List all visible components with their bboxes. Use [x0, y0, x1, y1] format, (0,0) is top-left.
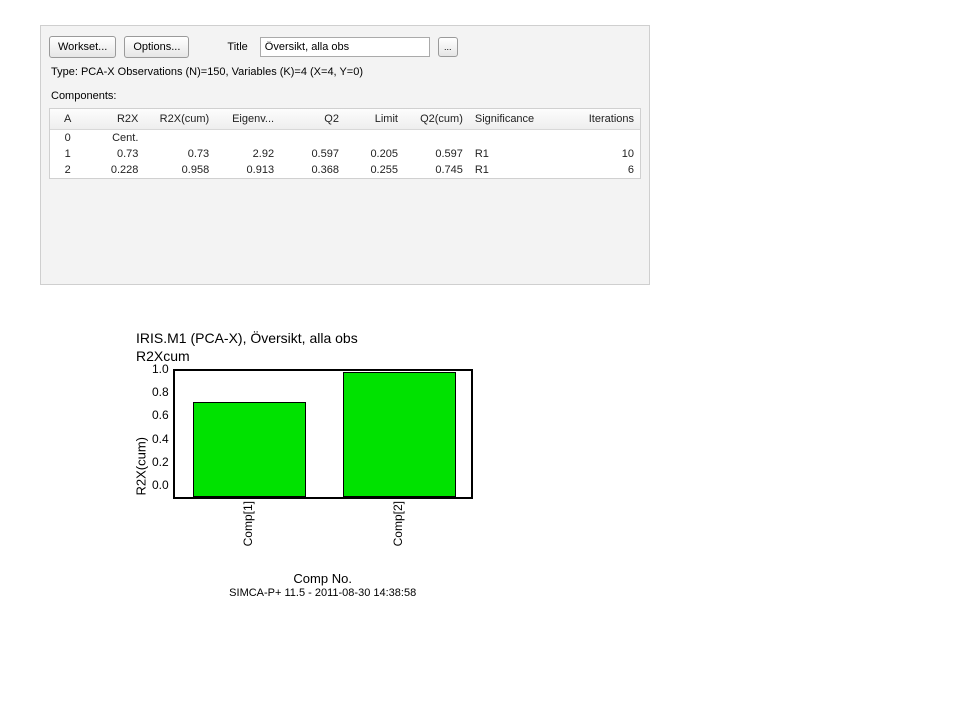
table-cell: 0.913	[215, 162, 280, 178]
xtick-label: Comp[2]	[391, 501, 405, 546]
table-header[interactable]: A	[50, 109, 85, 130]
title-input[interactable]	[260, 37, 430, 57]
ytick-label: 0.4	[152, 432, 169, 446]
table-header[interactable]: Limit	[345, 109, 404, 130]
table-row[interactable]: 20.2280.9580.9130.3680.2550.745R16	[50, 162, 640, 178]
r2xcum-chart: IRIS.M1 (PCA-X), Översikt, alla obs R2Xc…	[130, 330, 510, 599]
title-label: Title	[227, 41, 247, 53]
table-header[interactable]: Iterations	[551, 109, 640, 130]
model-type-line: Type: PCA-X Observations (N)=150, Variab…	[51, 66, 641, 78]
components-table-wrap: AR2XR2X(cum)Eigenv...Q2LimitQ2(cum)Signi…	[49, 108, 641, 179]
table-cell: 0.597	[280, 146, 345, 162]
table-header[interactable]: Eigenv...	[215, 109, 280, 130]
table-header[interactable]: Q2	[280, 109, 345, 130]
table-cell: 0.368	[280, 162, 345, 178]
chart-xticks: Comp[1] Comp[2]	[173, 499, 473, 569]
options-button[interactable]: Options...	[124, 36, 189, 58]
chart-xlabel: Comp No.	[173, 571, 473, 586]
title-browse-button[interactable]: ...	[438, 37, 458, 57]
table-header[interactable]: Q2(cum)	[404, 109, 469, 130]
table-cell: 0.255	[345, 162, 404, 178]
chart-title: IRIS.M1 (PCA-X), Översikt, alla obs R2Xc…	[136, 330, 510, 365]
table-cell: 0.597	[404, 146, 469, 162]
table-cell: 2.92	[215, 146, 280, 162]
components-label: Components:	[51, 90, 641, 102]
table-cell: 0	[50, 130, 85, 147]
table-cell: 10	[551, 146, 640, 162]
table-row[interactable]: 0Cent.	[50, 130, 640, 147]
chart-bar	[343, 372, 456, 497]
table-header[interactable]: Significance	[469, 109, 552, 130]
components-table[interactable]: AR2XR2X(cum)Eigenv...Q2LimitQ2(cum)Signi…	[50, 109, 640, 178]
table-header[interactable]: R2X(cum)	[144, 109, 215, 130]
table-cell	[215, 130, 280, 147]
table-cell: 1	[50, 146, 85, 162]
table-cell: Cent.	[85, 130, 144, 147]
ytick-label: 0.8	[152, 385, 169, 399]
table-cell: R1	[469, 162, 552, 178]
chart-title-line1: IRIS.M1 (PCA-X), Översikt, alla obs	[136, 330, 358, 346]
chart-ylabel: R2X(cum)	[134, 473, 149, 495]
table-cell: 0.205	[345, 146, 404, 162]
table-cell	[345, 130, 404, 147]
table-cell	[551, 130, 640, 147]
ytick-label: 0.2	[152, 455, 169, 469]
table-cell	[469, 130, 552, 147]
ytick-label: 0.0	[152, 478, 169, 492]
ytick-label: 0.6	[152, 408, 169, 422]
chart-footer: SIMCA-P+ 11.5 - 2011-08-30 14:38:58	[173, 587, 473, 599]
table-cell: 0.958	[144, 162, 215, 178]
table-cell: 0.745	[404, 162, 469, 178]
table-cell	[144, 130, 215, 147]
workset-button[interactable]: Workset...	[49, 36, 116, 58]
xtick-label: Comp[1]	[241, 501, 255, 546]
chart-plot-area	[173, 369, 473, 499]
table-cell: 2	[50, 162, 85, 178]
table-cell: 0.73	[144, 146, 215, 162]
table-cell: 0.228	[85, 162, 144, 178]
table-cell: 6	[551, 162, 640, 178]
model-overview-panel: Workset... Options... Title ... Type: PC…	[40, 25, 650, 285]
chart-bar	[193, 402, 306, 497]
table-cell	[280, 130, 345, 147]
table-row[interactable]: 10.730.732.920.5970.2050.597R110	[50, 146, 640, 162]
ytick-label: 1.0	[152, 362, 169, 376]
table-cell: 0.73	[85, 146, 144, 162]
chart-yticks: 1.0 0.8 0.6 0.4 0.2 0.0	[152, 362, 173, 492]
table-header[interactable]: R2X	[85, 109, 144, 130]
table-cell	[404, 130, 469, 147]
panel-toolbar: Workset... Options... Title ...	[49, 36, 641, 58]
table-cell: R1	[469, 146, 552, 162]
